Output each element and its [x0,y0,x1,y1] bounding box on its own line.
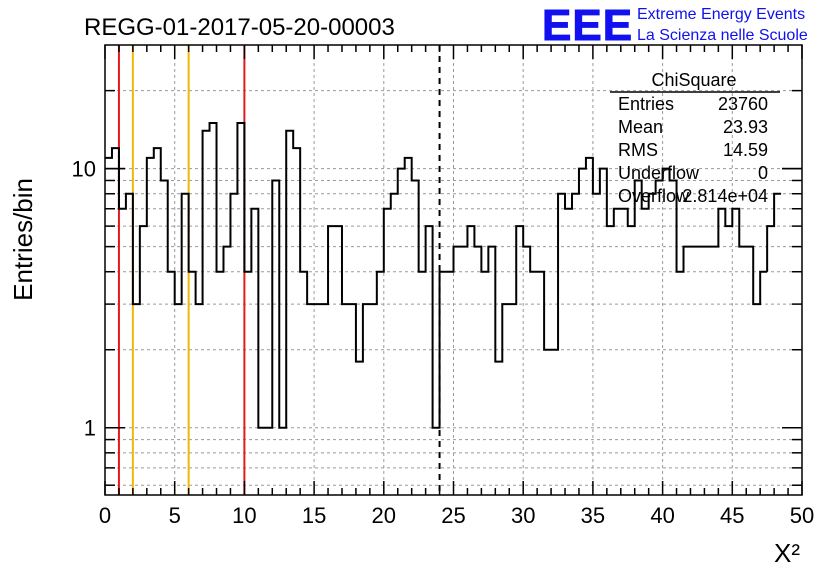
stats-label-rms: RMS [618,140,658,160]
overflow-step [766,192,782,272]
x-tick-label: 20 [372,503,396,528]
x-tick-label: 10 [232,503,256,528]
stats-value-overflow: 2.814e+04 [682,186,768,206]
stats-value-underflow: 0 [758,163,768,183]
histogram-series [105,121,768,429]
x-tick-label: 50 [790,503,814,528]
stats-value-entries: 23760 [718,94,768,114]
y-tick-label: 1 [84,416,96,441]
x-tick-labels: 0 5 10 15 20 25 30 35 40 45 50 [99,503,814,528]
x-tick-label: 45 [720,503,744,528]
stats-label-overflow: Overflow [618,186,690,206]
x-tick-label: 35 [581,503,605,528]
x-tick-label: 40 [650,503,674,528]
x-axis-label: X² [774,538,800,568]
x-tick-label: 15 [302,503,326,528]
y-axis-label: Entries/bin [8,178,38,301]
x-tick-label: 25 [441,503,465,528]
logo-mark: EEE [542,1,633,50]
y-tick-label: 10 [72,157,96,182]
stats-title: ChiSquare [651,70,736,90]
x-tick-label: 30 [511,503,535,528]
stats-box: ChiSquare Entries 23760 Mean 23.93 RMS 1… [610,70,780,206]
x-tick-label: 0 [99,503,111,528]
stats-value-rms: 14.59 [723,140,768,160]
stats-value-mean: 23.93 [723,117,768,137]
stats-label-entries: Entries [618,94,674,114]
stats-label-underflow: Underflow [618,163,700,183]
eee-logo: EEE Extreme Energy Events La Scienza nel… [542,1,808,51]
overflow-bins [766,192,782,272]
axis-ticks [104,45,803,495]
logo-line-2: La Scienza nelle Scuole [637,27,808,44]
y-tick-labels: 1 10 [72,157,96,441]
chart-title: REGG-01-2017-05-20-00003 [84,14,395,41]
stats-label-mean: Mean [618,117,663,137]
logo-line-1: Extreme Energy Events [637,6,805,23]
x-tick-label: 5 [169,503,181,528]
